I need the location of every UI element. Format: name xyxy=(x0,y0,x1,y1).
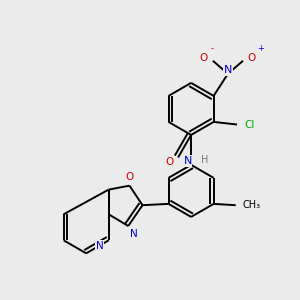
Text: N: N xyxy=(96,241,104,251)
Text: H: H xyxy=(201,154,209,165)
Text: O: O xyxy=(248,53,256,63)
Text: N: N xyxy=(184,156,192,166)
Text: N: N xyxy=(224,65,232,75)
Text: O: O xyxy=(165,157,173,167)
Text: Cl: Cl xyxy=(244,119,255,130)
Text: O: O xyxy=(125,172,134,182)
Text: CH₃: CH₃ xyxy=(242,200,260,210)
Text: -: - xyxy=(211,44,214,53)
Text: N: N xyxy=(130,229,138,239)
Text: +: + xyxy=(257,44,264,53)
Text: O: O xyxy=(200,53,208,63)
